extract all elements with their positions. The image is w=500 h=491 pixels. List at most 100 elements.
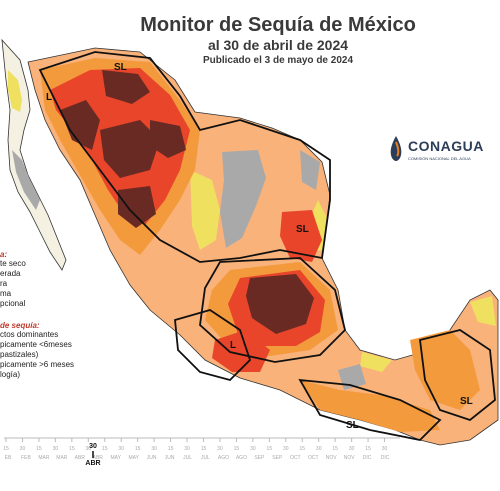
legend-item: ctos dominantes [0,330,59,339]
timeline-month-label: DIC [381,455,390,461]
timeline-month-label: JUL [183,455,192,461]
timeline-day-label: 30 [349,446,355,452]
baja-water [12,150,40,210]
exceptional-zone-6 [246,274,314,334]
legend-intensity-header: a: [0,250,8,259]
timeline-month-label: NOV [344,455,356,461]
timeline-axis: 15 30 15 30 15 30 15 30 15 30 15 30 15 30 15 30 15 30 15 30… [3,437,400,467]
exceptional-zone-5 [118,186,156,228]
region-label-l-northwest: L [46,92,52,103]
dry-zone-1 [190,170,220,250]
timeline-month-label: AGO [218,455,229,461]
impact-outline-yucatan [419,329,496,422]
exceptional-zone-2 [60,100,100,150]
logo-subtitle: COMISIÓN NACIONAL DEL AGUA [408,156,471,161]
timeline-day-label: 15 [332,446,338,452]
legend-impact-header: de sequía: [0,321,40,330]
impact-outline-west [174,309,252,382]
gray-zone-1 [220,150,266,248]
timeline-month-label: SEP [254,455,265,461]
publication-date: Publicado el 3 de mayo de 2024 [202,55,354,66]
impact-outline-south [298,378,442,441]
map-date: al 30 de abril de 2024 [207,37,349,53]
legend-item: erada [0,269,21,278]
region-label-sl-gulf: SL [296,224,309,235]
timeline-day-label: 15 [168,446,174,452]
timeline-day-label: 15 [102,446,108,452]
timeline-day-label: 30 [382,446,388,452]
timeline-day-label: 30 [250,446,256,452]
timeline-day-label: 30 [118,446,124,452]
baja-dry [8,70,22,112]
legend-item: picamente >6 meses [0,360,75,369]
extreme-zone-south [212,330,270,372]
timeline-day-label: 15 [3,446,9,452]
region-label-sl-south: SL [346,420,359,431]
timeline-day-label: 30 [151,446,157,452]
legend-item: ra [0,279,8,288]
timeline-day-label: 30 [53,446,59,452]
timeline-day-label: 15 [365,446,371,452]
timeline-month-label: MAY [128,455,139,461]
legend: a: te seco erada ra ma pcional de sequía… [0,250,120,380]
timeline-day-label: 30 [20,446,26,452]
timeline-day-label: 15 [135,446,141,452]
timeline-month-label: NOV [326,455,338,461]
legend-item: picamente <6meses [0,340,72,349]
timeline-months: EB FEB MAR MAR ABR ABR MAY MAY JUN JUN JUL JUL AGO AG… [5,455,390,461]
legend-item: pastizales) [0,350,39,359]
timeline-month-label: JUL [201,455,210,461]
gray-zone-2 [300,150,320,190]
timeline-month-label: ABR [75,455,86,461]
timeline-day-label: 15 [69,446,75,452]
timeline-month-label: JUN [147,455,157,461]
timeline-day-label: 15 [267,446,273,452]
legend-item: pcional [0,299,26,308]
timeline-month-label: MAR [56,455,68,461]
timeline-month-label: OCT [308,455,319,461]
map-title: Monitor de Sequía de México [140,14,416,36]
dry-zone-4 [360,352,392,372]
timeline-day-label: 15 [299,446,305,452]
timeline-month-label: JUN [165,455,175,461]
timeline-day-label: 30 [217,446,223,452]
timeline-day-label: 30 [86,446,92,452]
conagua-logo: CONAGUA COMISIÓN NACIONAL DEL AGUA [386,134,496,170]
timeline-month-label: DIC [363,455,372,461]
region-label-sl-yucatan: SL [460,396,473,407]
exceptional-zone-3 [100,120,160,178]
timeline-day-label: 30 [184,446,190,452]
timeline-month-label: AGO [236,455,247,461]
impact-outline-north [38,51,331,263]
map-title-block: Monitor de Sequía de México al 30 de abr… [118,14,438,68]
timeline-day-label: 30 [283,446,289,452]
exceptional-zone-1 [102,70,150,104]
severe-zone-yucatan [410,330,480,410]
extreme-zone-gulf [280,210,322,262]
region-label-sl-north: SL [114,62,127,73]
timeline-day-label: 15 [36,446,42,452]
dry-zone-5 [470,296,496,326]
timeline-month-label: OCT [290,455,301,461]
timeline-day-label: 30 [316,446,322,452]
timeline-ticks: 15 30 15 30 15 30 15 30 15 30 15 30 15 30 15 30 15 30 15 30… [3,438,388,452]
timeline-month-label: EB [5,455,12,461]
timeline-month-label: MAR [38,455,50,461]
water-drop-icon [390,136,402,161]
impact-outline-center [199,257,346,363]
region-label-l-center: L [230,340,236,351]
exceptional-zone-4 [150,120,186,158]
gray-zone-3 [338,364,366,390]
timeline-day-label: 15 [234,446,240,452]
severe-zone-south [300,380,440,432]
legend-item: te seco [0,259,26,268]
legend-item: logía) [0,370,21,379]
timeline-month-label: ABR [93,455,104,461]
timeline-day-label: 15 [201,446,207,452]
timeline-month-label: SEP [272,455,283,461]
legend-item: ma [0,289,12,298]
timeline-month-label: FEB [21,455,31,461]
logo-name: CONAGUA [408,138,484,154]
timeline-highlight-month: ABR [85,460,100,467]
